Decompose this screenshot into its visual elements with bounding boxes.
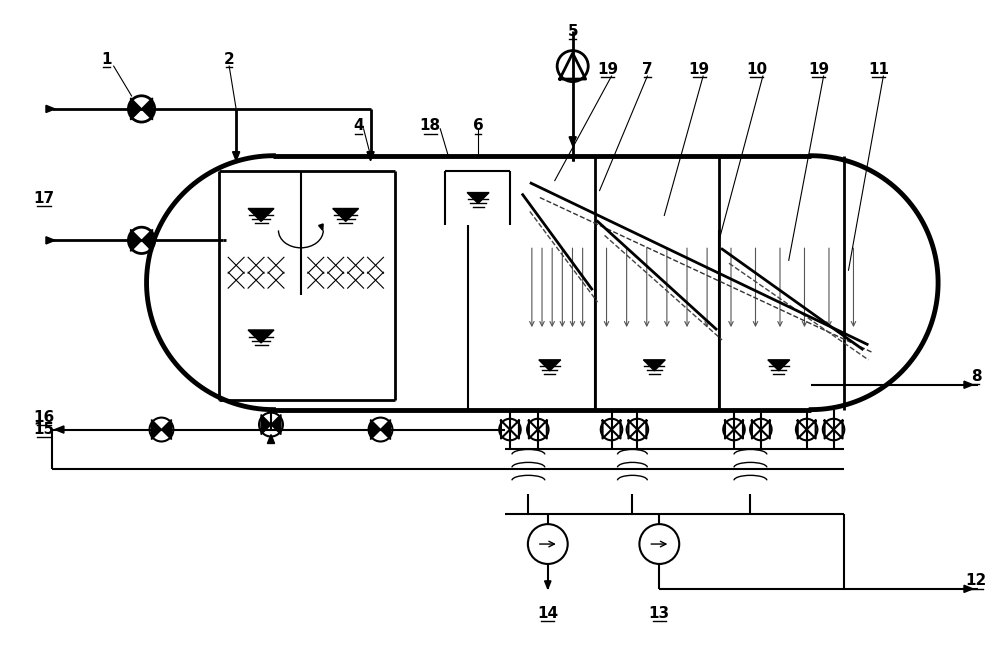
Polygon shape [467,193,489,204]
Polygon shape [233,152,240,161]
Polygon shape [569,137,576,146]
Polygon shape [161,420,171,439]
Text: 19: 19 [597,61,618,77]
Text: 10: 10 [746,61,767,77]
Text: 1: 1 [101,52,112,66]
Text: 12: 12 [965,573,987,588]
Polygon shape [248,330,274,343]
Text: 19: 19 [808,61,829,77]
Text: 16: 16 [33,410,55,425]
Text: 13: 13 [649,606,670,621]
Polygon shape [319,224,323,230]
Polygon shape [371,420,381,439]
Polygon shape [267,435,275,444]
Text: 19: 19 [689,61,710,77]
Polygon shape [964,381,973,388]
Polygon shape [142,98,153,120]
Polygon shape [370,426,379,433]
Polygon shape [333,208,359,221]
Polygon shape [367,152,374,161]
Text: 14: 14 [537,606,558,621]
Polygon shape [46,237,55,244]
Polygon shape [643,360,665,371]
Text: 11: 11 [868,61,889,77]
Text: 17: 17 [33,191,55,206]
Text: 6: 6 [473,118,483,134]
Text: 18: 18 [420,118,441,134]
Text: 2: 2 [224,52,235,66]
Polygon shape [964,585,973,592]
Text: 4: 4 [353,118,364,134]
Polygon shape [46,105,55,112]
Polygon shape [271,415,281,435]
Text: 5: 5 [567,24,578,39]
Polygon shape [248,208,274,221]
Polygon shape [131,98,142,120]
Polygon shape [545,581,551,589]
Polygon shape [381,420,390,439]
Polygon shape [142,230,153,252]
Polygon shape [261,415,271,435]
Polygon shape [539,360,561,371]
Text: 8: 8 [971,370,981,384]
Text: 15: 15 [33,422,55,437]
Polygon shape [55,426,64,433]
Polygon shape [768,360,790,371]
Text: 7: 7 [642,61,653,77]
Polygon shape [131,230,142,252]
Polygon shape [152,420,161,439]
